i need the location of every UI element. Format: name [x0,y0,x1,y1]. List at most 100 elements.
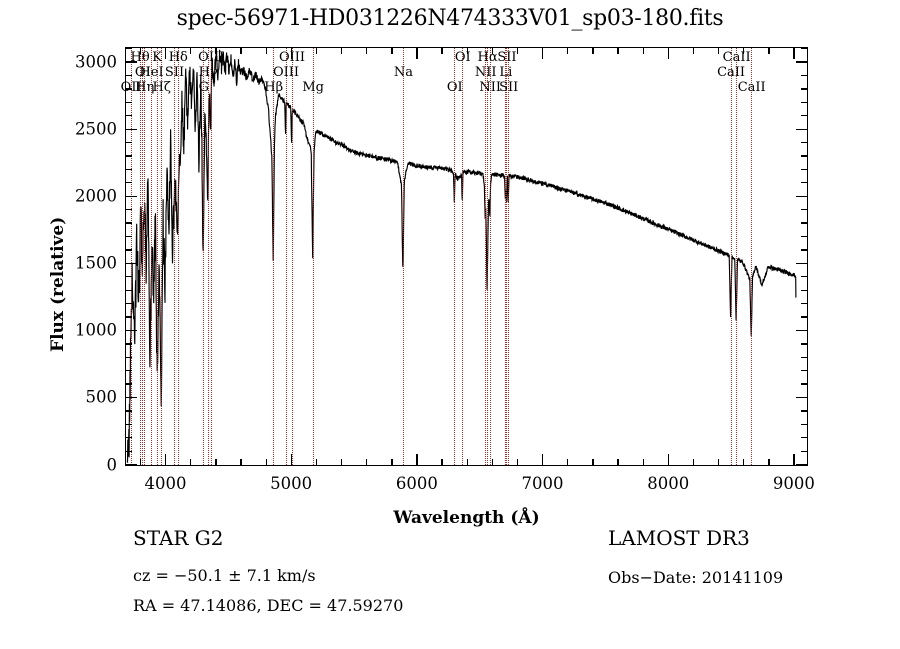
spectral-line-marker [730,48,732,465]
x-tick-label: 8000 [647,474,690,493]
axis-tick [265,459,267,465]
axis-tick [542,454,544,465]
spectral-line-marker [402,48,404,465]
axis-tick [215,459,217,465]
spectrum-curve [126,49,797,463]
x-tick-label: 4000 [144,474,187,493]
spectral-line-label: Hθ [130,50,150,65]
axis-tick [126,410,132,412]
axis-tick [126,141,132,144]
axis-tick [126,155,132,157]
y-tick-label: 1000 [75,320,117,340]
spectral-line-marker [487,48,489,465]
axis-tick [743,459,745,465]
spectral-line-marker [291,48,293,465]
axis-tick [126,195,137,197]
axis-tick [796,262,807,264]
x-tick-label: 9000 [772,474,815,493]
axis-tick [793,48,795,59]
axis-tick [801,437,807,439]
spectral-line-label: CaII [722,50,751,65]
axis-tick [126,464,137,466]
axis-tick [315,48,318,54]
axis-tick [340,459,343,465]
axis-tick [340,48,343,54]
axis-tick [801,423,807,426]
spectral-line-marker [139,48,141,465]
axis-tick [801,289,807,291]
spectral-line-label: OI [134,65,151,80]
axis-tick [126,383,132,385]
y-tick-label: 500 [85,387,118,407]
axis-tick [801,343,807,345]
axis-tick [126,329,137,332]
axis-tick [126,61,137,63]
axis-tick [416,454,418,465]
survey-release-label: LAMOST DR3 [608,526,750,550]
spectral-line-marker [203,48,205,465]
axis-tick [391,459,393,465]
axis-tick [126,128,137,130]
axis-tick [126,74,132,77]
axis-tick [164,454,167,465]
spectral-line-label: Hβ [264,80,284,95]
axis-tick [667,454,670,465]
axis-tick [718,48,720,54]
axis-tick [126,88,132,90]
y-tick-label: 3000 [75,52,117,72]
axis-tick [126,423,132,426]
y-tick-label: 2500 [75,119,117,139]
axis-tick [126,370,132,372]
spectral-line-label: CaII [717,65,746,80]
spectral-line-label: OI [454,50,471,65]
spectral-line-marker [505,48,507,465]
axis-tick [801,316,807,318]
axis-tick [164,48,167,59]
spectral-line-label: CaII [737,80,766,95]
spectral-line-label: G [198,80,209,95]
axis-tick [617,459,619,465]
axis-tick [801,74,807,77]
spectral-line-label: NII [474,65,497,80]
axis-tick [592,48,594,54]
spectral-line-label: Li [499,65,513,80]
spectral-line-marker [207,48,209,465]
axis-tick [441,48,443,54]
axis-tick [126,343,132,345]
spectral-line-label: SII [164,65,185,80]
plot-clip [126,48,807,465]
axis-tick [126,209,132,211]
axis-tick [796,61,807,63]
axis-tick [466,48,468,54]
axis-tick [126,356,132,358]
axis-tick [290,48,292,59]
axis-tick [692,459,695,465]
axis-tick [126,289,132,291]
axis-tick [801,370,807,372]
spectral-line-marker [144,48,146,465]
spectral-line-label: Na [393,65,413,80]
axis-tick [126,249,132,251]
axis-tick [265,48,267,54]
axis-tick [796,128,807,130]
axis-tick [126,316,132,318]
spectral-line-label: K [152,50,163,65]
axis-tick [126,262,137,264]
axis-tick [516,459,519,465]
axis-tick [466,459,468,465]
axis-tick [667,48,670,59]
spectrum-plot [125,47,808,466]
spectral-line-label: SII [497,50,517,65]
page-title: spec-56971-HD031226N474333V01_sp03-180.f… [176,6,724,31]
axis-tick [126,396,137,399]
spectral-line-marker [285,48,287,465]
axis-tick [768,459,770,465]
spectral-line-marker [161,48,163,465]
axis-tick [126,450,132,452]
axis-tick [801,182,807,184]
spectral-line-label: OIII [272,65,300,80]
axis-tick [126,101,132,103]
spectral-line-marker [156,48,158,465]
spectral-line-marker [454,48,456,465]
axis-tick [801,115,807,117]
